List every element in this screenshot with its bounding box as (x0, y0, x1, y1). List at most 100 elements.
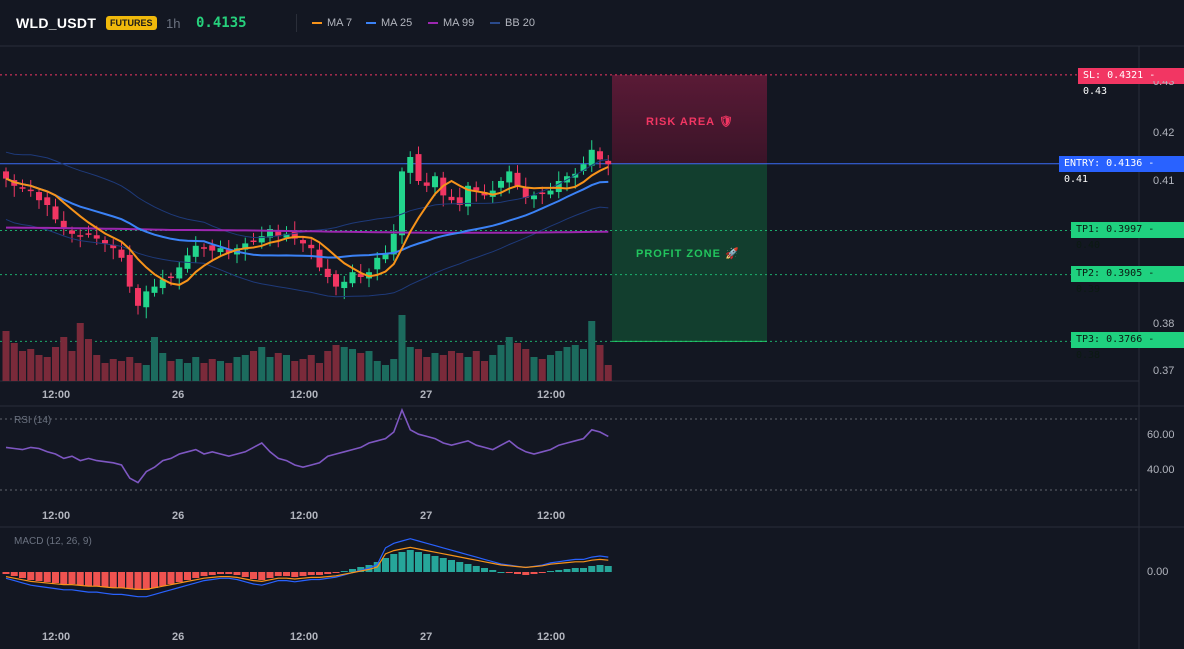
volume-bar (76, 323, 84, 381)
macd-histogram-bar (604, 566, 612, 572)
candle-body (93, 235, 100, 239)
bb-lower (5, 206, 609, 298)
volume-bar (349, 349, 356, 381)
volume-bar (134, 363, 142, 381)
macd-histogram-bar (530, 572, 538, 574)
candle-body (399, 171, 405, 236)
volume-bar (299, 359, 307, 381)
time-axis-label: 12:00 (42, 510, 71, 522)
volume-bar (382, 365, 389, 381)
candle-body (69, 230, 75, 234)
macd-histogram-bar (52, 572, 59, 583)
macd-histogram-bar (340, 571, 348, 572)
macd-histogram-bar (258, 572, 266, 580)
candle-body (217, 248, 224, 253)
volume-bar (431, 353, 439, 381)
volume-bar (481, 361, 488, 381)
tp1-tag[interactable]: TP1: 0.3997 - 0.40 (1071, 222, 1184, 251)
sl-tag-text: SL: 0.4321 (1083, 70, 1144, 81)
macd-histogram-bar (547, 571, 554, 572)
candle-body (456, 197, 463, 205)
candle-body (151, 286, 158, 293)
macd-histogram-bar (43, 572, 51, 582)
candle-body (201, 247, 207, 249)
timeframe-label[interactable]: 1h (166, 16, 181, 31)
volume-bar (332, 345, 340, 381)
candle-body (547, 190, 554, 195)
macd-histogram-bar (472, 566, 480, 572)
candle-body (572, 173, 579, 178)
candle-body (176, 267, 183, 279)
volume-bar (159, 353, 167, 381)
volume-bar (241, 355, 249, 381)
ma7-line (5, 165, 609, 286)
volume-bar (497, 345, 505, 381)
volume-bar (68, 351, 76, 381)
ma25-swatch (366, 22, 376, 24)
symbol-label[interactable]: WLD_USDT (16, 15, 97, 31)
candle-body (514, 172, 521, 186)
macd-histogram-bar (571, 568, 579, 572)
legend-ma7[interactable]: MA 7 (312, 17, 352, 29)
volume-bar (142, 365, 150, 381)
ma25-line (5, 177, 609, 259)
candle-body (225, 249, 232, 253)
volume-bar (588, 321, 596, 381)
macd-histogram-bar (307, 572, 315, 575)
candle-body (531, 195, 537, 200)
macd-histogram-bar (10, 572, 18, 576)
macd-histogram-bar (118, 572, 125, 588)
tp2-tag[interactable]: TP2: 0.3905 - 0.39 (1071, 266, 1184, 295)
macd-histogram-bar (580, 568, 587, 572)
time-axis-label: 12:00 (290, 389, 319, 401)
legend-ma99[interactable]: MA 99 (428, 17, 474, 29)
tp2-axis-value: 0.39 (1076, 284, 1101, 295)
volume-bar (357, 353, 365, 381)
macd-histogram-bar (27, 572, 35, 580)
candle-body (382, 253, 389, 260)
candle-body (102, 240, 108, 244)
macd-histogram-bar (250, 572, 257, 579)
candle-body (143, 291, 150, 308)
candle-body (498, 181, 504, 188)
candle-body (407, 157, 414, 173)
macd-histogram-bar (431, 556, 439, 572)
candle-body (52, 206, 59, 220)
bb-upper (5, 151, 609, 239)
time-axis-label: 12:00 (42, 631, 71, 643)
entry-tag-text: ENTRY: 0.4136 (1064, 158, 1143, 169)
volume-bar (250, 351, 257, 381)
volume-bar (233, 357, 241, 381)
volume-bar (184, 363, 191, 381)
volume-bar (175, 359, 183, 381)
rsi-line (5, 407, 609, 484)
legend-ma25[interactable]: MA 25 (366, 17, 412, 29)
volume-bar (27, 349, 35, 381)
macd-histogram-bar (76, 572, 84, 585)
price-axis-top-partial: 0.43 (1153, 81, 1175, 88)
volume-bar (505, 337, 513, 381)
macd-histogram-bar (93, 572, 101, 586)
legend-bb20[interactable]: BB 20 (490, 17, 535, 29)
tp3-tag[interactable]: TP3: 0.3766 - 0.38 (1071, 332, 1184, 361)
sl-tag[interactable]: SL: 0.4321 - 0.43 (1078, 68, 1184, 97)
macd-histogram-bar (489, 570, 497, 572)
volume-bar (19, 351, 26, 381)
volume-bar (200, 363, 208, 381)
time-axis-label: 12:00 (537, 389, 566, 401)
volume-bar (489, 355, 497, 381)
volume-bar (514, 343, 521, 381)
volume-bar (530, 357, 538, 381)
candle-body (250, 240, 257, 243)
macd-histogram-bar (505, 572, 513, 573)
time-axis-label: 12:00 (290, 631, 319, 643)
entry-tag[interactable]: ENTRY: 0.4136 - 0.41 (1059, 156, 1184, 185)
tp3-tag-text: TP3: 0.3766 (1076, 334, 1143, 345)
macd-histogram-bar (217, 572, 224, 574)
volume-bar (35, 355, 43, 381)
macd-histogram-bar (481, 568, 488, 572)
macd-histogram-bar (456, 562, 464, 572)
candle-body (3, 171, 9, 179)
macd-histogram-bar (514, 572, 521, 574)
